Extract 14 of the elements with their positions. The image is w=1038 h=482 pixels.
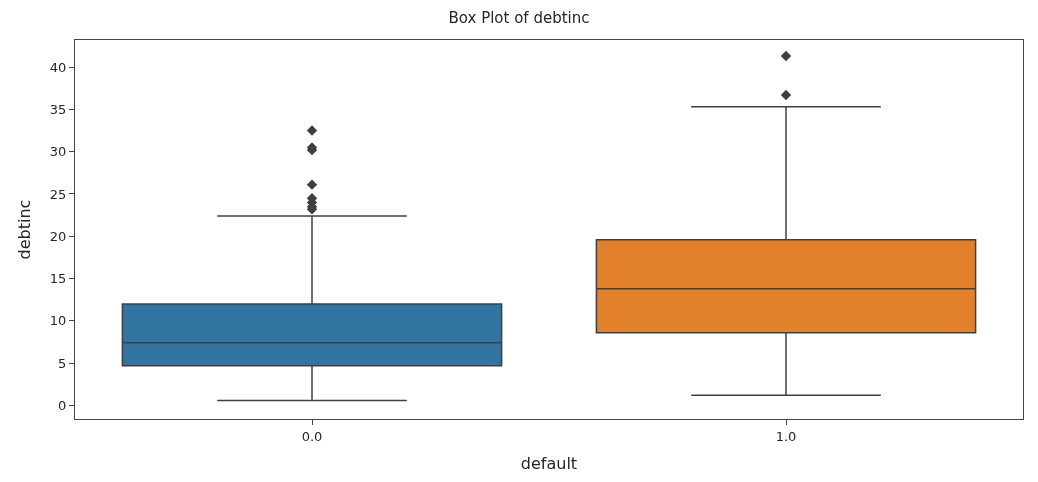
y-tick-label: 10 xyxy=(49,313,67,329)
y-tick-label: 30 xyxy=(49,144,67,160)
y-tick-label: 5 xyxy=(58,355,67,371)
x-tick-label: 1.0 xyxy=(775,428,797,444)
y-tick-label: 20 xyxy=(49,228,67,244)
x-tick-label: 0.0 xyxy=(301,428,323,444)
y-tick-label: 40 xyxy=(49,59,67,75)
x-axis-title: default xyxy=(520,454,578,474)
y-tick-label: 25 xyxy=(49,186,67,202)
y-tick-label: 0 xyxy=(58,398,67,414)
y-tick-label: 15 xyxy=(49,271,67,287)
y-axis-title: debtinc xyxy=(14,199,34,260)
y-tick-label: 35 xyxy=(49,101,67,117)
chart-title: Box Plot of debtinc xyxy=(448,8,590,27)
